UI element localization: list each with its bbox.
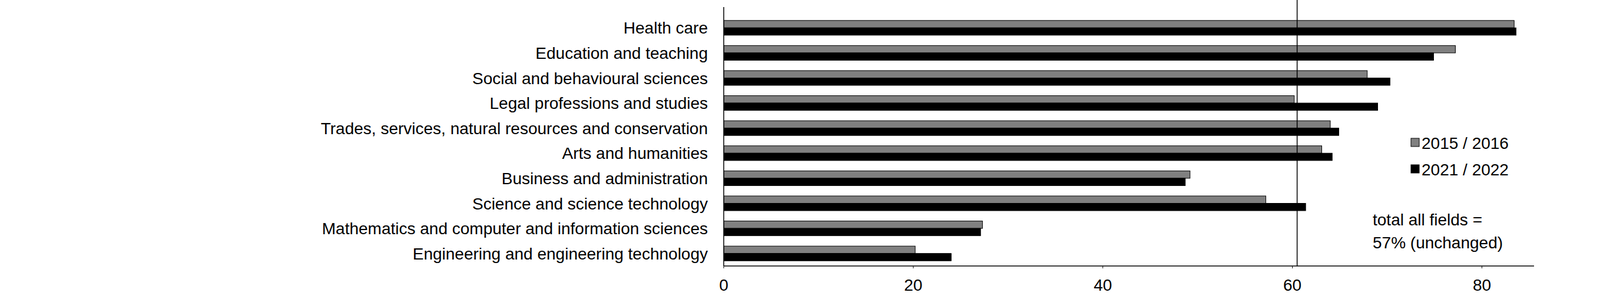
bar (723, 120, 1331, 129)
bar (723, 95, 1295, 104)
bar (723, 20, 1515, 29)
category-label: Arts and humanities (562, 144, 708, 163)
bar (723, 153, 1333, 161)
bar (723, 128, 1339, 137)
bar (723, 246, 916, 254)
category-label: Business and administration (501, 169, 708, 188)
bar (723, 78, 1390, 86)
bar (723, 228, 981, 237)
x-tick-label: 80 (1472, 276, 1492, 295)
category-label: Education and teaching (535, 44, 708, 63)
x-axis (723, 265, 1535, 267)
legend-label: 2021 / 2022 (1421, 160, 1509, 180)
bar (723, 196, 1267, 204)
x-tick (1102, 266, 1103, 269)
bar (723, 27, 1516, 36)
annotation: 57% (unchanged) (1372, 233, 1503, 253)
bar (723, 45, 1456, 53)
legend-swatch (1410, 138, 1420, 147)
x-tick (912, 266, 914, 269)
category-label: Mathematics and computer and information… (322, 219, 708, 238)
bar (723, 52, 1434, 61)
annotation: total all fields = (1372, 210, 1483, 230)
category-label: Trades, services, natural resources and … (320, 119, 708, 138)
chart: Health care Education and teaching Social … (0, 0, 1600, 306)
category-label: Legal professions and studies (489, 94, 708, 113)
x-tick-label: 60 (1283, 276, 1302, 295)
bar (723, 178, 1186, 187)
reference-line (1296, 0, 1298, 267)
x-tick-label: 40 (1093, 276, 1112, 295)
category-label: Engineering and engineering technology (412, 244, 708, 264)
x-tick (723, 266, 725, 269)
bars (723, 20, 1516, 261)
legend-swatch (1410, 164, 1420, 174)
category-label: Health care (623, 18, 708, 38)
y-axis (723, 7, 725, 267)
x-tick-label: 20 (903, 276, 923, 295)
bar (723, 203, 1306, 212)
bar (723, 221, 983, 230)
legend-label: 2015 / 2016 (1421, 134, 1509, 153)
x-tick (1481, 266, 1483, 269)
bar (723, 170, 1191, 179)
category-label: Social and behavioural sciences (472, 69, 708, 88)
category-label: Science and science technology (472, 194, 708, 214)
bar (723, 146, 1323, 154)
x-tick-label: 0 (719, 276, 729, 295)
x-tick (1292, 266, 1293, 269)
bar (723, 70, 1368, 79)
bar (723, 253, 952, 262)
bar (723, 103, 1378, 111)
